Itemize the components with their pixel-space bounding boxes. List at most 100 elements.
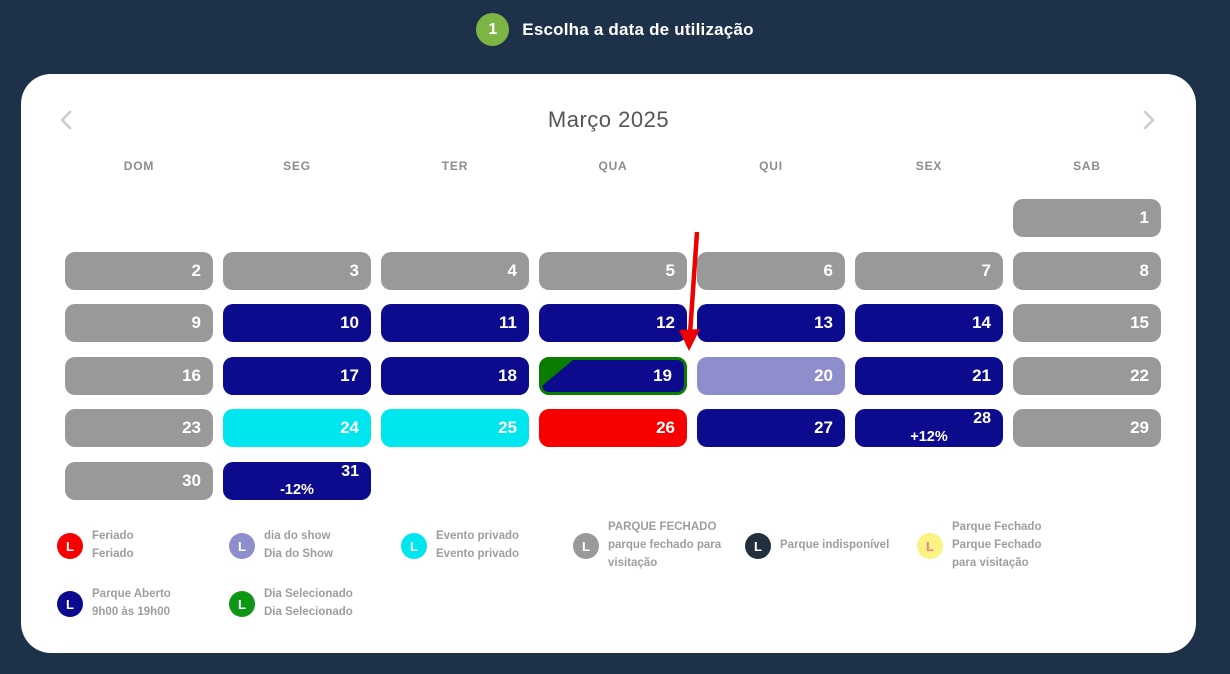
legend-circle-icon: L bbox=[401, 533, 427, 559]
day-number: 31 bbox=[341, 462, 359, 480]
legend-circle-icon: L bbox=[229, 533, 255, 559]
day-number: 26 bbox=[656, 418, 675, 437]
step-title: Escolha a data de utilização bbox=[522, 19, 754, 39]
day-cell-28[interactable]: 28 +12% bbox=[855, 409, 1003, 447]
day-number: 24 bbox=[340, 418, 359, 437]
chevron-right-icon bbox=[1143, 110, 1155, 130]
day-number: 23 bbox=[182, 418, 201, 437]
legend-circle-icon: L bbox=[917, 533, 943, 559]
legend-item: L Evento privado Evento privado bbox=[401, 528, 573, 564]
weekday-label-qui: QUI bbox=[759, 159, 783, 173]
day-cell-26[interactable]: 26 bbox=[539, 409, 687, 447]
day-price-badge: -12% bbox=[280, 481, 314, 498]
day-cell-22: 22 bbox=[1013, 356, 1161, 395]
day-cell-18[interactable]: 18 bbox=[381, 356, 529, 395]
selected-day-wedge bbox=[542, 359, 573, 386]
legend-text: Parque Aberto 9h00 às 19h00 bbox=[92, 588, 171, 618]
legend-item: L Parque indisponível bbox=[745, 533, 917, 559]
legend-text: Evento privado Evento privado bbox=[436, 530, 520, 560]
day-number: 30 bbox=[182, 470, 201, 490]
weekday-label-sab: SAB bbox=[1073, 159, 1101, 173]
legend-text: PARQUE FECHADO parque fechado para visita… bbox=[608, 521, 722, 569]
day-cell-15: 15 bbox=[1013, 304, 1161, 342]
legend-item: L PARQUE FECHADO parque fechado para visit… bbox=[573, 519, 745, 572]
legend-text: Feriado Feriado bbox=[92, 530, 134, 560]
day-cell-3: 3 bbox=[223, 251, 371, 290]
step-number-badge: 1 bbox=[476, 13, 510, 46]
legend-item: L Feriado Feriado bbox=[57, 528, 229, 564]
legend-text: Parque Fechado Parque Fechado para visitaç… bbox=[952, 521, 1042, 569]
day-number: 18 bbox=[498, 365, 517, 385]
day-cell-7: 7 bbox=[855, 251, 1003, 290]
day-number: 11 bbox=[499, 313, 517, 332]
day-cell-25[interactable]: 25 bbox=[381, 409, 529, 447]
day-cell-13[interactable]: 13 bbox=[697, 304, 845, 342]
day-cell-27[interactable]: 27 bbox=[697, 409, 845, 447]
legend-circle-icon: L bbox=[573, 533, 599, 559]
next-month-button[interactable] bbox=[1133, 105, 1163, 135]
day-number: 15 bbox=[1130, 313, 1149, 332]
day-cell-30: 30 bbox=[65, 461, 213, 500]
weekday-label-dom: DOM bbox=[123, 159, 155, 173]
day-cell-5: 5 bbox=[539, 251, 687, 290]
day-cell-20[interactable]: 20 bbox=[697, 356, 845, 395]
day-number: 10 bbox=[340, 313, 359, 332]
weekday-label-qua: QUA bbox=[598, 159, 628, 173]
day-number: 1 bbox=[1139, 208, 1149, 227]
day-cell-6: 6 bbox=[697, 251, 845, 290]
day-cell-12[interactable]: 12 bbox=[539, 304, 687, 342]
day-number: 28 bbox=[973, 410, 991, 427]
day-number: 5 bbox=[665, 260, 675, 280]
day-number: 2 bbox=[191, 260, 201, 280]
day-cell-31[interactable]: 31 -12% bbox=[223, 461, 371, 500]
day-number: 16 bbox=[182, 365, 201, 385]
day-number: 19 bbox=[653, 365, 672, 385]
day-cell-10[interactable]: 10 bbox=[223, 304, 371, 342]
day-number: 27 bbox=[814, 418, 833, 437]
step-header: 1 Escolha a data de utilização bbox=[0, 13, 1230, 46]
day-cell-1: 1 bbox=[1013, 199, 1161, 237]
day-number: 17 bbox=[340, 365, 359, 385]
day-cell-23: 23 bbox=[65, 409, 213, 447]
day-price-badge: +12% bbox=[910, 429, 948, 445]
legend-item: L Parque Fechado Parque Fechado para visita… bbox=[917, 519, 1089, 572]
day-cell-17[interactable]: 17 bbox=[223, 356, 371, 395]
day-cell-4: 4 bbox=[381, 251, 529, 290]
day-number: 3 bbox=[349, 260, 359, 280]
legend-item: L Parque Aberto 9h00 às 19h00 bbox=[57, 586, 229, 622]
day-cell-8: 8 bbox=[1013, 251, 1161, 290]
day-cell-14[interactable]: 14 bbox=[855, 304, 1003, 342]
legend-text: Parque indisponível bbox=[780, 539, 890, 552]
legend-text: dia do show Dia do Show bbox=[264, 530, 333, 560]
day-cell-2: 2 bbox=[65, 251, 213, 290]
legend-circle-icon: L bbox=[57, 533, 83, 559]
day-cell-19[interactable]: 19 bbox=[539, 356, 687, 395]
weekday-label-seg: SEG bbox=[283, 159, 311, 173]
day-number: 21 bbox=[972, 365, 991, 385]
day-cell-29: 29 bbox=[1013, 409, 1161, 447]
day-cell-11[interactable]: 11 bbox=[381, 304, 529, 342]
legend-item: L Dia Selecionado Dia Selecionado bbox=[229, 586, 401, 622]
prev-month-button[interactable] bbox=[52, 105, 82, 135]
day-cell-24[interactable]: 24 bbox=[223, 409, 371, 447]
day-number: 6 bbox=[823, 260, 833, 280]
legend-text: Dia Selecionado Dia Selecionado bbox=[264, 588, 353, 618]
day-number: 29 bbox=[1130, 418, 1149, 437]
weekday-label-sex: SEX bbox=[915, 159, 943, 173]
day-number: 4 bbox=[507, 260, 517, 280]
calendar-grid: 1 2 3 4 5 6 7 8 9 10 11 12 13 14 15 16 17 18 19 20 21 22 23 24 2… bbox=[65, 199, 1161, 500]
day-number: 20 bbox=[814, 365, 833, 385]
day-number: 13 bbox=[814, 313, 833, 332]
legend-circle-icon: L bbox=[57, 591, 83, 617]
weekday-label-ter: TER bbox=[441, 159, 469, 173]
day-cell-21[interactable]: 21 bbox=[855, 356, 1003, 395]
month-title: Março 2025 bbox=[547, 107, 670, 132]
day-number: 12 bbox=[656, 313, 675, 332]
chevron-left-icon bbox=[60, 110, 72, 130]
legend-circle-icon: L bbox=[229, 591, 255, 617]
day-number: 8 bbox=[1139, 260, 1149, 280]
day-number: 22 bbox=[1130, 365, 1149, 385]
